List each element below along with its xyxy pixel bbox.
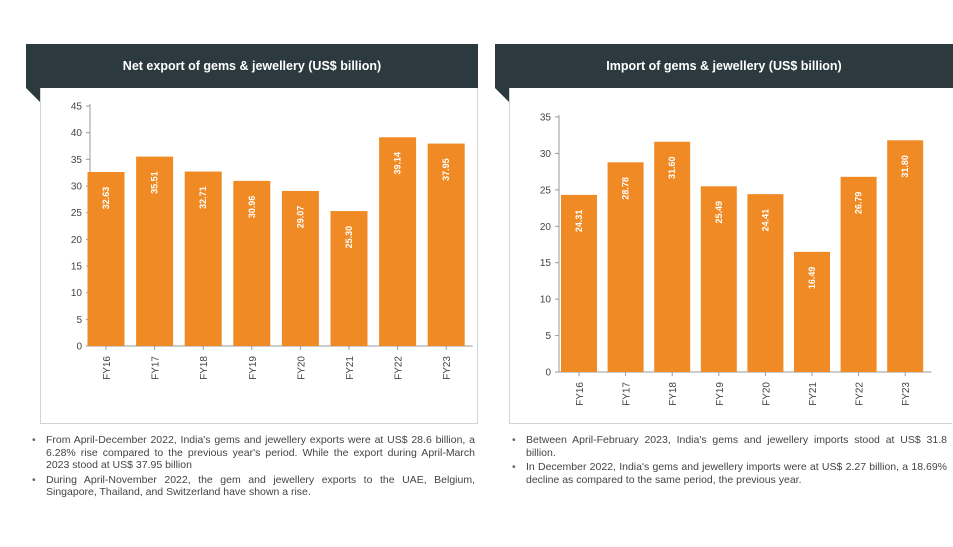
export-y-tick-label: 25 xyxy=(71,208,83,219)
import-note-1: Between April-February 2023, India's gem… xyxy=(510,434,947,459)
export-bar-chart: 0 5 10 15 20 25 30 35 40 45 32.63 FY16 35.51 FY17 32.7… xyxy=(71,102,473,380)
export-notes: From April-December 2022, India's gems a… xyxy=(30,434,475,501)
import-notes: Between April-February 2023, India's gem… xyxy=(510,434,947,488)
import-x-tick-label: FY17 xyxy=(622,382,633,406)
export-x-tick-label: FY23 xyxy=(442,356,453,380)
export-note-1: From April-December 2022, India's gems a… xyxy=(30,434,475,472)
export-y-tick-label: 0 xyxy=(76,342,82,353)
export-x-tick-label: FY16 xyxy=(102,356,113,380)
import-x-tick-label: FY21 xyxy=(808,382,819,406)
import-bar-value-label: 28.78 xyxy=(621,177,631,200)
export-bar-value-label: 29.07 xyxy=(295,206,305,229)
export-bar-fy21 xyxy=(330,211,368,346)
import-x-tick-label: FY16 xyxy=(575,382,586,406)
export-bar-fy16 xyxy=(87,171,125,346)
export-note-2: During April-November 2022, the gem and … xyxy=(30,474,475,499)
import-bar-fy18 xyxy=(654,141,691,372)
import-chart-title: Import of gems & jewellery (US$ billion) xyxy=(606,59,842,73)
import-bar-chart: 0 5 10 15 20 25 30 35 24.31 FY16 28.78 FY17 31.60 FY1… xyxy=(540,113,932,406)
import-bar-fy20 xyxy=(747,194,784,372)
export-y-tick-label: 15 xyxy=(71,262,83,273)
export-y-tick-label: 20 xyxy=(71,235,83,246)
export-y-tick-label: 40 xyxy=(71,128,83,139)
import-bar-value-label: 25.49 xyxy=(714,201,724,224)
export-bar-value-label: 32.71 xyxy=(198,186,208,209)
import-y-tick-label: 10 xyxy=(540,295,552,306)
export-bar-fy19 xyxy=(233,180,271,346)
import-chart-panel: Import of gems & jewellery (US$ billion)… xyxy=(495,44,953,424)
export-x-tick-label: FY18 xyxy=(199,356,210,380)
export-bar-fy20 xyxy=(281,190,319,346)
export-x-tick-label: FY21 xyxy=(345,356,356,380)
import-bar-fy16 xyxy=(561,194,597,372)
import-bar-fy19 xyxy=(700,186,737,372)
export-bar-value-label: 25.30 xyxy=(344,226,354,249)
import-y-tick-label: 5 xyxy=(545,331,551,342)
import-bar-fy22 xyxy=(840,176,877,372)
import-x-tick-label: FY19 xyxy=(715,382,726,406)
export-x-tick-label: FY17 xyxy=(151,356,162,380)
import-bar-value-label: 24.41 xyxy=(760,209,770,232)
import-x-tick-label: FY22 xyxy=(855,382,866,406)
import-bar-value-label: 26.79 xyxy=(854,192,864,215)
export-y-tick-label: 35 xyxy=(71,155,83,166)
import-y-tick-label: 0 xyxy=(545,368,551,379)
export-y-tick-label: 45 xyxy=(71,102,83,113)
import-y-tick-label: 25 xyxy=(540,185,552,196)
import-note-2: In December 2022, India's gems and jewel… xyxy=(510,461,947,486)
export-bar-fy17 xyxy=(136,156,174,346)
import-bar-value-label: 31.80 xyxy=(900,155,910,178)
export-bar-fy18 xyxy=(184,171,222,346)
export-y-tick-label: 10 xyxy=(71,288,83,299)
export-bar-fy22 xyxy=(379,137,417,346)
export-chart-title: Net export of gems & jewellery (US$ bill… xyxy=(122,59,382,73)
export-y-tick-label: 30 xyxy=(71,182,83,193)
export-x-tick-label: FY22 xyxy=(394,356,405,380)
export-bar-value-label: 37.95 xyxy=(441,158,451,181)
import-bar-value-label: 16.49 xyxy=(807,267,817,290)
import-y-tick-label: 35 xyxy=(540,113,552,124)
import-y-tick-label: 20 xyxy=(540,222,552,233)
import-bar-value-label: 24.31 xyxy=(574,210,584,233)
export-bar-value-label: 30.96 xyxy=(247,196,257,219)
export-bar-value-label: 32.63 xyxy=(101,187,111,210)
export-y-tick-label: 5 xyxy=(76,315,82,326)
import-bar-value-label: 31.60 xyxy=(667,157,677,180)
import-y-tick-label: 15 xyxy=(540,258,552,269)
export-x-tick-label: FY20 xyxy=(296,356,307,380)
import-x-tick-label: FY18 xyxy=(668,382,679,406)
export-x-tick-label: FY19 xyxy=(248,356,259,380)
import-bar-fy23 xyxy=(887,140,924,372)
import-bar-fy21 xyxy=(794,251,830,372)
export-bar-value-label: 39.14 xyxy=(393,152,403,175)
import-y-tick-label: 30 xyxy=(540,149,552,160)
import-bar-fy17 xyxy=(607,162,644,372)
export-bar-value-label: 35.51 xyxy=(150,171,160,194)
import-chart-header: Import of gems & jewellery (US$ billion) xyxy=(495,44,953,88)
export-bar-fy23 xyxy=(427,143,465,346)
import-x-tick-label: FY23 xyxy=(901,382,912,406)
import-x-tick-label: FY20 xyxy=(761,382,772,406)
export-chart-panel: Net export of gems & jewellery (US$ bill… xyxy=(26,44,478,424)
export-chart-header: Net export of gems & jewellery (US$ bill… xyxy=(26,44,478,88)
